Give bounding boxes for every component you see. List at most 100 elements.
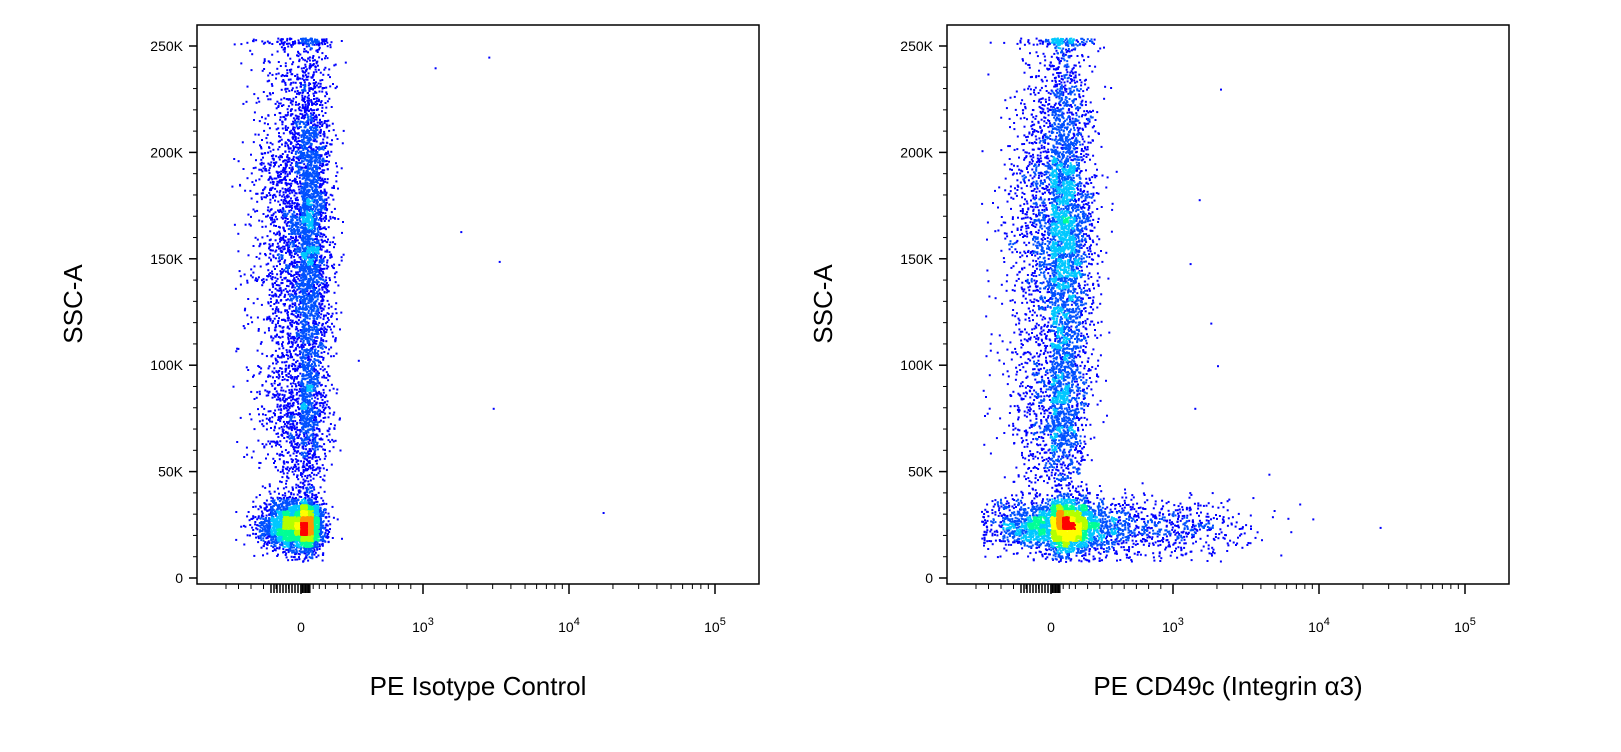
event-dot bbox=[278, 454, 281, 457]
event-dot bbox=[334, 63, 337, 66]
event-dot bbox=[285, 440, 288, 443]
event-dot bbox=[282, 460, 285, 463]
event-dot bbox=[250, 153, 252, 156]
event-dot bbox=[315, 43, 318, 46]
event-dot bbox=[284, 369, 287, 371]
event-dot bbox=[279, 399, 282, 402]
event-dot bbox=[253, 119, 255, 121]
event-dot bbox=[312, 192, 315, 195]
event-dot bbox=[267, 394, 270, 397]
event-dot bbox=[261, 521, 264, 524]
event-dot bbox=[323, 120, 326, 123]
event-dot bbox=[335, 318, 338, 321]
event-dot bbox=[299, 372, 302, 375]
event-dot bbox=[297, 162, 300, 165]
event-dot bbox=[305, 448, 308, 451]
event-dot bbox=[313, 333, 316, 335]
event-dot bbox=[292, 133, 295, 136]
event-dot bbox=[252, 40, 255, 43]
event-dot bbox=[314, 175, 317, 177]
event-dot bbox=[291, 541, 294, 544]
event-dot bbox=[322, 535, 324, 538]
event-dot bbox=[312, 384, 315, 387]
event-dot bbox=[332, 129, 335, 132]
event-dot bbox=[295, 503, 298, 506]
event-dot bbox=[286, 332, 289, 335]
event-dot bbox=[325, 291, 328, 294]
event-dot bbox=[281, 371, 284, 373]
event-dot bbox=[290, 399, 293, 402]
event-dot bbox=[305, 443, 308, 446]
event-dot bbox=[306, 60, 308, 63]
event-dot bbox=[321, 40, 324, 42]
event-dot bbox=[320, 269, 323, 272]
event-dot bbox=[290, 299, 293, 302]
event-dot bbox=[273, 541, 276, 543]
event-dot bbox=[302, 336, 305, 339]
event-dot bbox=[302, 138, 305, 141]
event-dot bbox=[326, 155, 328, 158]
event-dot bbox=[268, 247, 270, 250]
event-dot bbox=[262, 425, 265, 428]
event-dot bbox=[340, 40, 343, 42]
event-dot bbox=[277, 176, 280, 179]
event-dot bbox=[305, 132, 308, 134]
event-dot bbox=[304, 101, 306, 104]
event-dot bbox=[319, 392, 322, 395]
event-dot bbox=[306, 383, 309, 386]
event-dot bbox=[247, 213, 250, 216]
event-dot bbox=[255, 396, 258, 399]
event-dot bbox=[239, 184, 242, 187]
event-dot bbox=[314, 378, 317, 381]
event-dot bbox=[282, 79, 285, 81]
event-dot bbox=[302, 43, 305, 46]
event-dot bbox=[294, 294, 297, 297]
event-dot bbox=[309, 487, 312, 489]
event-dot bbox=[291, 241, 294, 244]
event-dot bbox=[280, 254, 283, 257]
event-dot bbox=[310, 355, 313, 358]
event-dot bbox=[312, 376, 315, 378]
event-dot bbox=[264, 502, 267, 505]
event-dot bbox=[325, 314, 327, 317]
event-dot bbox=[310, 349, 313, 352]
event-dot bbox=[266, 194, 269, 197]
event-dot bbox=[291, 63, 294, 66]
event-dot bbox=[315, 103, 317, 106]
event-dot bbox=[257, 97, 260, 100]
event-dot bbox=[315, 556, 318, 559]
event-dot bbox=[314, 406, 317, 409]
event-dot bbox=[277, 245, 280, 248]
event-dot bbox=[306, 273, 309, 276]
event-dot bbox=[301, 427, 304, 430]
event-dot bbox=[323, 132, 326, 135]
event-dot bbox=[289, 241, 292, 244]
event-dot bbox=[269, 503, 272, 506]
event-dot bbox=[272, 505, 274, 508]
event-dot bbox=[276, 541, 279, 544]
event-dot bbox=[300, 160, 303, 163]
event-dot bbox=[314, 498, 317, 501]
event-dot bbox=[319, 217, 321, 220]
event-dot bbox=[298, 275, 301, 278]
event-dot bbox=[271, 550, 274, 552]
event-dot bbox=[294, 551, 296, 554]
event-dot bbox=[317, 328, 320, 331]
event-dot bbox=[297, 397, 300, 400]
event-dot bbox=[277, 200, 280, 203]
event-dot bbox=[297, 140, 300, 143]
event-dot bbox=[317, 190, 320, 193]
event-dot bbox=[284, 127, 287, 129]
event-dot bbox=[262, 213, 265, 215]
event-dot bbox=[285, 556, 288, 559]
event-dot bbox=[272, 212, 275, 215]
event-dot bbox=[287, 53, 290, 56]
event-dot bbox=[317, 285, 320, 288]
event-dot bbox=[280, 88, 283, 91]
event-dot bbox=[286, 196, 289, 199]
event-dot bbox=[321, 376, 324, 379]
event-dot bbox=[310, 162, 313, 165]
event-dot bbox=[281, 415, 284, 418]
event-dot bbox=[321, 286, 324, 289]
event-dot bbox=[300, 83, 302, 86]
